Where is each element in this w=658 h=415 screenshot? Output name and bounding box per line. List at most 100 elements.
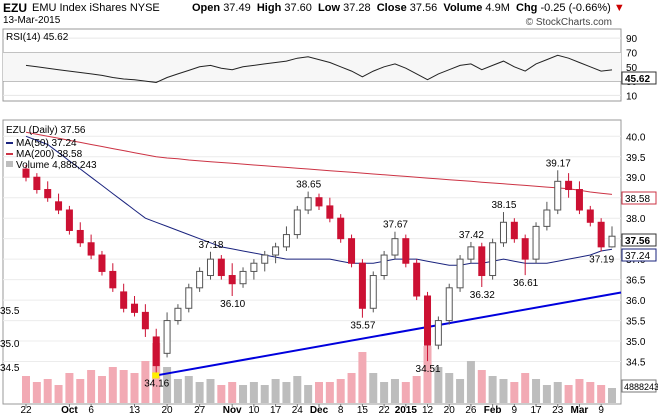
volume-bar <box>553 382 562 403</box>
price-tick-label: 38.0 <box>626 214 646 225</box>
price-annotations: 34.16 37.18 36.10 38.65 35.57 37.67 34.51 37.42… <box>144 158 614 389</box>
ma200-tag: 38.58 <box>625 194 650 205</box>
x-tick-label: 15 <box>357 405 369 415</box>
volume-bar <box>54 385 63 403</box>
candle-body <box>348 238 356 264</box>
candle-body <box>98 254 106 272</box>
volume-bar <box>304 385 313 403</box>
open-value: 37.49 <box>223 2 251 14</box>
volume-bar <box>32 382 41 403</box>
volume-label: Volume <box>443 2 483 14</box>
x-tick-label: 17 <box>270 405 282 415</box>
x-tick-label: 24 <box>292 405 304 415</box>
volume-tag: 4888243 <box>624 382 658 392</box>
x-tick-label: Oct <box>61 405 78 415</box>
volume-bar <box>358 352 367 403</box>
x-tick-label: 9 <box>598 405 604 415</box>
x-tick-label: 13 <box>129 405 141 415</box>
candle-body <box>55 201 63 211</box>
volume-bar <box>119 370 128 403</box>
candle-body <box>22 168 30 178</box>
price-tick-label: 36.5 <box>626 276 646 287</box>
candle-body <box>65 209 73 231</box>
price-annotation: 34.51 <box>416 364 441 375</box>
candle-body <box>369 275 377 309</box>
candle-body <box>478 246 486 277</box>
candle-body <box>76 229 84 244</box>
candle-body <box>152 336 160 367</box>
close-value: 37.56 <box>409 2 438 14</box>
x-tick-label: Dec <box>310 405 329 415</box>
price-annotation: 38.65 <box>296 180 321 191</box>
x-tick-label: Mar <box>571 405 589 415</box>
volume-bar <box>477 370 486 403</box>
candle-body <box>521 238 529 260</box>
volume-bar <box>97 376 106 403</box>
price-annotation: 35.57 <box>350 321 375 332</box>
candle-body <box>87 242 95 256</box>
candle-body <box>293 209 301 236</box>
x-tick-label: 8 <box>338 405 344 415</box>
volume-bar <box>315 382 323 403</box>
price-annotation: 37.42 <box>459 230 484 241</box>
candle-body <box>272 246 280 256</box>
candle-body <box>185 287 193 309</box>
candle-body <box>380 254 388 277</box>
ticker-symbol: EZU <box>3 1 27 15</box>
low-marker <box>152 372 160 379</box>
chg-label: Chg <box>516 2 538 14</box>
rsi-legend: RSI(14) 45.62 <box>6 32 69 43</box>
volume-bar <box>521 373 530 403</box>
candle-body <box>120 291 128 309</box>
volume-value: 4.9M <box>485 2 510 14</box>
price-annotation: 36.10 <box>220 299 245 310</box>
price-panel: 34.16 37.18 36.10 38.65 35.57 37.67 34.51 37.42… <box>2 119 658 405</box>
price-annotation: 37.19 <box>589 254 614 265</box>
x-tick-label: Feb <box>484 405 502 415</box>
candle-body <box>445 287 453 322</box>
price-gridlines <box>3 135 621 363</box>
volume-bar <box>445 373 454 403</box>
candle-body <box>131 303 139 313</box>
low-label: Low <box>318 2 341 14</box>
x-tick-label: 26 <box>465 405 477 415</box>
candle-body <box>109 270 117 289</box>
down-arrow-icon: ▼ <box>613 2 625 14</box>
left-tick-350: 35.0 <box>0 339 20 350</box>
ma50-legend: MA(50) 37.24 <box>16 138 77 149</box>
brand-watermark: © StockCharts.com <box>525 17 612 28</box>
volume-bar <box>542 385 551 403</box>
candle-body <box>434 320 442 346</box>
price-tick-label: 35.0 <box>626 337 646 348</box>
candle-body <box>543 209 551 227</box>
candle-body <box>174 307 182 322</box>
rsi-axis: 9070503010 <box>626 34 638 102</box>
volume-bar <box>423 346 432 403</box>
volume-bar <box>325 382 334 403</box>
close-label: Close <box>376 2 407 14</box>
candle-body <box>413 262 421 297</box>
ma200-tag-box <box>621 191 657 205</box>
rsi-value-tag: 45.62 <box>625 74 650 85</box>
volume-bar <box>271 379 280 403</box>
volume-bar <box>488 376 497 403</box>
candle-body <box>239 270 247 285</box>
ma50-line <box>25 135 613 266</box>
x-tick-label: 6 <box>88 405 94 415</box>
volume-bar <box>293 376 302 403</box>
volume-legend-swatch <box>6 161 13 167</box>
security-name: EMU Index iShares NYSE <box>32 2 160 14</box>
candle-body <box>44 189 52 199</box>
volume-bar <box>586 382 595 403</box>
volume-bar <box>608 388 616 403</box>
volume-bar <box>597 385 606 403</box>
volume-bar <box>76 379 85 403</box>
volume-bar <box>130 373 139 403</box>
low-value: 37.28 <box>343 2 371 14</box>
candle-body <box>358 262 366 309</box>
candle-body <box>315 197 323 207</box>
close-tag: 37.56 <box>625 236 650 247</box>
volume-bar <box>336 379 345 403</box>
candle-body <box>163 320 171 354</box>
rsi-band <box>3 52 621 82</box>
